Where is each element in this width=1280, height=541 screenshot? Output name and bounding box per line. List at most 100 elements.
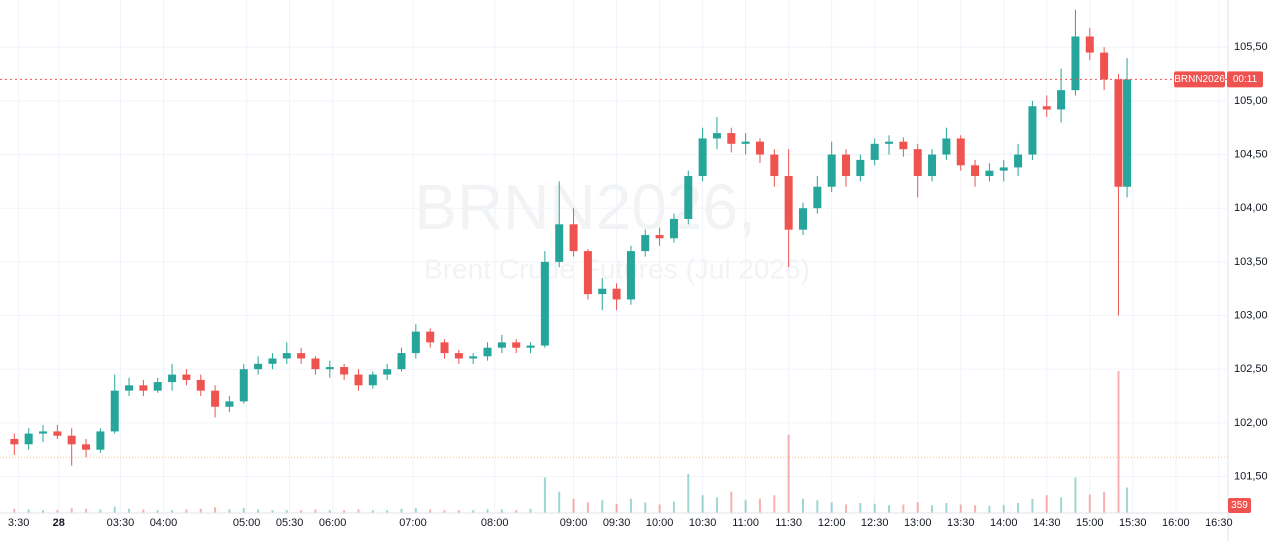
candle-body <box>741 141 750 144</box>
volume-bar <box>615 503 618 513</box>
volume-bar <box>400 508 403 513</box>
volume-bar <box>156 510 159 513</box>
x-tick-label: 07:00 <box>399 517 427 529</box>
volume-bar <box>1103 491 1106 513</box>
candle-body <box>454 353 463 359</box>
volume-bar <box>199 508 202 513</box>
x-tick-label: 14:30 <box>1033 517 1061 529</box>
candle-body <box>125 385 134 391</box>
volume-bar <box>70 508 73 513</box>
volume-bar <box>873 503 876 513</box>
candle-body <box>1114 79 1123 187</box>
candle-body <box>712 133 721 139</box>
candle-body <box>784 176 793 230</box>
candle-body <box>885 141 894 144</box>
volume-bar <box>242 508 245 513</box>
candle-body <box>526 345 535 348</box>
volume-bar <box>787 434 790 513</box>
candle-body <box>82 444 91 450</box>
candle-body <box>1014 154 1023 168</box>
x-tick-label: 12:00 <box>818 517 846 529</box>
volume-bar <box>1017 503 1020 513</box>
x-tick-label: 08:00 <box>481 517 509 529</box>
x-tick-label: 09:30 <box>603 517 631 529</box>
candle-body <box>641 235 650 252</box>
volume-bar <box>974 505 977 513</box>
volume-badge <box>1228 498 1251 513</box>
volume-bar <box>357 509 360 513</box>
volume-bar <box>314 509 317 513</box>
y-tick-label: 101,50 <box>1234 470 1268 482</box>
volume-bar <box>529 508 532 513</box>
candle-body <box>913 149 922 177</box>
volume-bar <box>343 510 346 513</box>
volume-bar <box>558 491 561 513</box>
x-tick-label: 12:30 <box>861 517 889 529</box>
volume-bar <box>285 510 288 513</box>
volume-bar <box>85 508 88 513</box>
candle-body <box>483 347 492 357</box>
x-tick-label: 28 <box>53 517 65 529</box>
y-tick-label: 105,50 <box>1234 41 1268 53</box>
x-tick-label: 11:30 <box>775 517 802 529</box>
volume-bar <box>1126 487 1129 513</box>
candle-body <box>655 235 664 239</box>
volume-bar <box>859 503 862 513</box>
candle-body <box>311 358 320 370</box>
candle-body <box>899 141 908 150</box>
candle-body <box>1057 90 1066 110</box>
x-tick-label: 14:00 <box>990 517 1018 529</box>
y-tick-label: 102,50 <box>1234 363 1268 375</box>
candle-body <box>397 353 406 370</box>
volume-bar <box>601 500 604 513</box>
candle-body <box>325 367 334 370</box>
volume-bar <box>1031 498 1034 513</box>
volume-bar <box>988 505 991 513</box>
candle-body <box>139 385 148 391</box>
candle-body <box>612 288 621 300</box>
candle-body <box>856 159 865 177</box>
candle-body <box>282 353 291 359</box>
volume-bar <box>128 508 131 513</box>
volume-bar <box>113 506 116 513</box>
x-tick-label: 11:00 <box>732 517 759 529</box>
volume-bar <box>888 505 891 513</box>
candle-body <box>153 382 162 391</box>
volume-bar <box>486 509 489 513</box>
candle-body <box>426 331 435 343</box>
volume-bar <box>13 508 16 513</box>
candle-body <box>411 331 420 354</box>
labels: 101,50 102,00 102,50 103,00 103,50 104,00 104,… <box>8 41 1268 529</box>
watermark: BRNN2026, <box>414 171 756 243</box>
volume-bar <box>142 509 145 513</box>
volume-bar <box>429 509 432 513</box>
x-tick-label: 3:30 <box>8 517 29 529</box>
candle-body <box>254 363 263 370</box>
x-tick-label: 04:00 <box>150 517 178 529</box>
candle-body <box>684 176 693 219</box>
x-tick-label: 10:00 <box>646 517 674 529</box>
volume-bar <box>816 500 819 513</box>
volume-bar <box>543 477 546 513</box>
candle-body <box>870 143 879 160</box>
candle-body <box>383 369 392 375</box>
candle-body <box>96 431 105 450</box>
candle-body <box>512 342 521 348</box>
volume-bar <box>830 502 833 513</box>
candle-body <box>24 433 33 445</box>
volume-bar <box>801 498 804 513</box>
countdown-badge <box>1227 71 1263 88</box>
volume-bar <box>1045 495 1048 513</box>
y-tick-label: 104,00 <box>1234 202 1268 214</box>
volume-bar <box>945 503 948 513</box>
candle-body <box>368 374 377 386</box>
candle-body <box>999 167 1008 171</box>
y-tick-label: 103,00 <box>1234 309 1268 321</box>
x-tick-label: 03:30 <box>107 517 135 529</box>
candle-body <box>1071 36 1080 91</box>
volume-bar <box>931 505 934 513</box>
volume-bar <box>472 510 475 513</box>
candle-body <box>1123 79 1132 187</box>
y-tick-label: 102,00 <box>1234 417 1268 429</box>
